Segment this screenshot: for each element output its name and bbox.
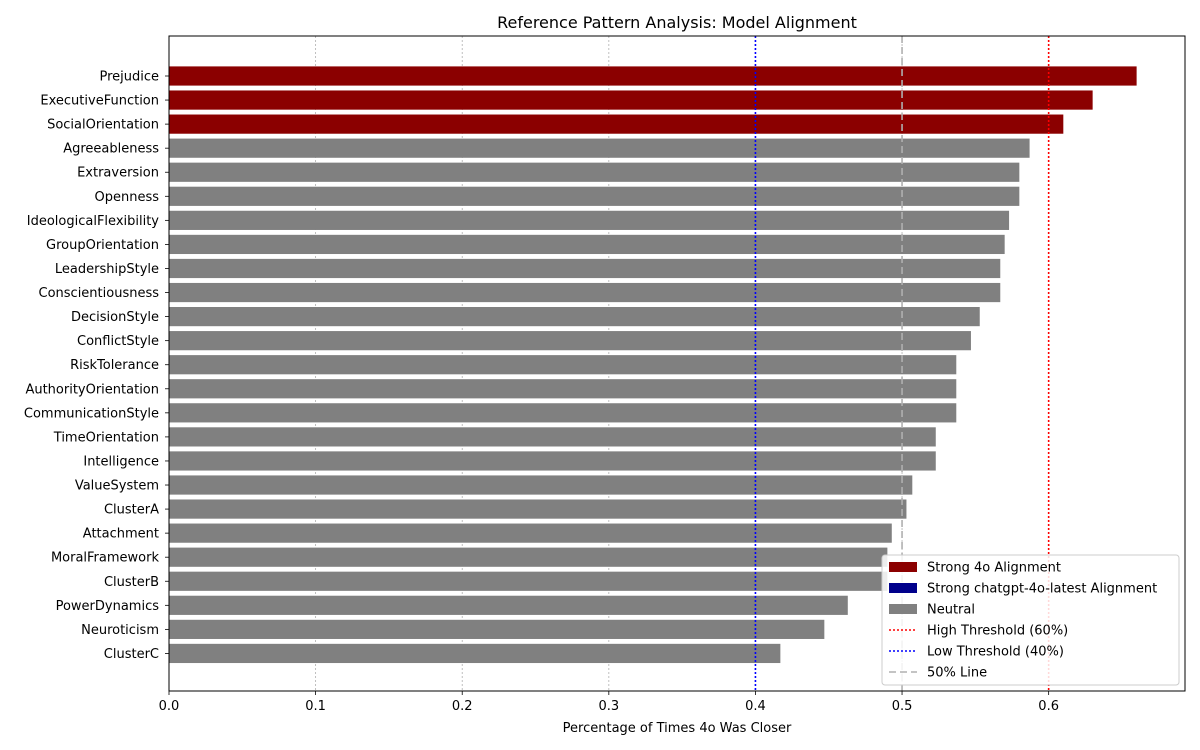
y-tick-label: Attachment [83,527,159,542]
legend-label: Strong 4o Alignment [927,561,1061,576]
y-tick-label: ClusterC [104,647,159,662]
y-tick-label: Conscientiousness [39,286,160,301]
legend-label: Neutral [927,603,975,618]
legend-label: Strong chatgpt-4o-latest Alignment [927,582,1157,597]
bar [169,66,1137,86]
x-tick-label: 0.0 [159,699,180,714]
bar [169,643,781,664]
bar [169,331,971,351]
y-tick-label: RiskTolerance [70,358,159,373]
bar [169,162,1020,182]
y-tick-label: Prejudice [99,70,159,85]
y-tick-label: MoralFramework [51,551,160,566]
axes-frame [168,35,1186,692]
x-tick-label: 0.1 [305,699,326,714]
y-tick-label: Neuroticism [81,623,159,638]
legend-swatch [889,604,917,614]
bar [169,114,1064,134]
legend-box [881,554,1180,686]
bar [169,619,825,639]
y-tick-label: LeadershipStyle [55,262,159,277]
y-tick-label: Intelligence [83,454,159,469]
bar [169,90,1093,110]
x-tick-label: 0.6 [1038,699,1059,714]
bar [169,427,936,447]
y-tick-label: CommunicationStyle [24,406,159,421]
x-tick-label: 0.5 [892,699,913,714]
plot-area: Prejudice ExecutiveFunction SocialOrientat… [24,35,1186,714]
chart-title: Reference Pattern Analysis: Model Alignm… [497,13,857,32]
legend-label: Low Threshold (40%) [927,645,1064,660]
y-tick-label: SocialOrientation [47,118,159,133]
bar [169,282,1001,303]
bar [169,379,957,399]
bar [169,571,888,591]
y-tick-label: IdeologicalFlexibility [27,214,160,229]
bar [169,547,888,567]
y-tick-label: ExecutiveFunction [40,94,159,109]
y-tick-label: Openness [94,190,159,205]
y-tick-label: ValueSystem [75,479,159,494]
bar [169,138,1030,158]
legend-swatch [889,583,917,593]
legend-swatch [889,562,917,572]
y-tick-label: ConflictStyle [77,334,159,349]
legend-label: 50% Line [927,666,987,681]
y-tick-label: ClusterA [104,503,159,518]
bar [169,210,1010,230]
y-tick-label: TimeOrientation [53,430,159,445]
y-tick-label: ClusterB [104,575,159,590]
bar [169,499,907,519]
bar [169,186,1020,206]
y-tick-label: Agreeableness [63,142,159,157]
x-axis-label: Percentage of Times 4o Was Closer [563,721,792,736]
bar [169,258,1001,279]
y-tick-label: PowerDynamics [56,599,160,614]
bar [169,523,892,543]
y-tick-label: GroupOrientation [46,238,159,253]
bar [169,475,913,495]
bar [169,451,936,471]
y-tick-label: AuthorityOrientation [25,382,159,397]
bar [169,403,957,423]
x-tick-label: 0.2 [452,699,473,714]
y-tick-label: DecisionStyle [71,310,159,325]
bar [169,595,848,615]
bar [169,355,957,375]
x-tick-label: 0.3 [598,699,619,714]
bar [169,307,980,327]
x-tick-label: 0.4 [745,699,766,714]
y-tick-label: Extraversion [77,166,159,181]
bar [169,234,1005,255]
legend-label: High Threshold (60%) [927,624,1068,639]
